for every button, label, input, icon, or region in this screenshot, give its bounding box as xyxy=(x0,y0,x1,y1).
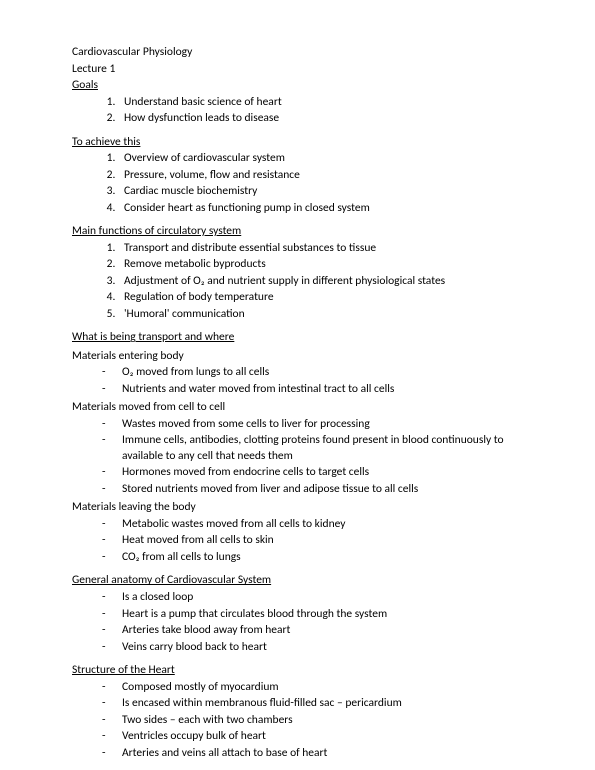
subheading-entering: Materials entering body xyxy=(72,349,535,365)
heading-goals: Goals xyxy=(72,78,535,94)
structure-list: Composed mostly of myocardium Is encased… xyxy=(72,680,535,762)
list-item: CO₂ from all cells to lungs xyxy=(102,550,535,566)
list-item: Heart is a pump that circulates blood th… xyxy=(102,607,535,623)
list-item: Composed mostly of myocardium xyxy=(102,680,535,696)
list-item: Transport and distribute essential subst… xyxy=(118,241,535,257)
list-item: Ventricles occupy bulk of heart xyxy=(102,729,535,745)
list-item: Consider heart as functioning pump in cl… xyxy=(118,201,535,217)
list-item: Is a closed loop xyxy=(102,590,535,606)
heading-structure: Structure of the Heart xyxy=(72,663,535,679)
list-item: Pressure, volume, flow and resistance xyxy=(118,168,535,184)
anatomy-list: Is a closed loop Heart is a pump that ci… xyxy=(72,590,535,655)
document-subtitle: Lecture 1 xyxy=(72,62,535,78)
list-item: Wastes moved from some cells to liver fo… xyxy=(102,417,535,433)
goals-list: Understand basic science of heart How dy… xyxy=(72,95,535,127)
list-item: Adjustment of O₂ and nutrient supply in … xyxy=(118,274,535,290)
list-item: Overview of cardiovascular system xyxy=(118,151,535,167)
list-item: Understand basic science of heart xyxy=(118,95,535,111)
heading-achieve: To achieve this xyxy=(72,135,535,151)
list-item: 'Humoral' communication xyxy=(118,307,535,323)
heading-functions: Main functions of circulatory system xyxy=(72,224,535,240)
list-item: Arteries take blood away from heart xyxy=(102,623,535,639)
leaving-list: Metabolic wastes moved from all cells to… xyxy=(72,517,535,566)
list-item: How dysfunction leads to disease xyxy=(118,111,535,127)
subheading-leaving: Materials leaving the body xyxy=(72,500,535,516)
list-item: Nutrients and water moved from intestina… xyxy=(102,382,535,398)
achieve-list: Overview of cardiovascular system Pressu… xyxy=(72,151,535,216)
entering-list: O₂ moved from lungs to all cells Nutrien… xyxy=(72,365,535,397)
list-item: Immune cells, antibodies, clotting prote… xyxy=(102,433,535,464)
functions-list: Transport and distribute essential subst… xyxy=(72,241,535,323)
list-item: Hormones moved from endocrine cells to t… xyxy=(102,465,535,481)
list-item: Metabolic wastes moved from all cells to… xyxy=(102,517,535,533)
list-item: Heat moved from all cells to skin xyxy=(102,533,535,549)
list-item: Two sides – each with two chambers xyxy=(102,713,535,729)
list-item: Remove metabolic byproducts xyxy=(118,257,535,273)
heading-anatomy: General anatomy of Cardiovascular System xyxy=(72,573,535,589)
cell-to-cell-list: Wastes moved from some cells to liver fo… xyxy=(72,417,535,498)
list-item: Veins carry blood back to heart xyxy=(102,640,535,656)
subheading-cell-to-cell: Materials moved from cell to cell xyxy=(72,400,535,416)
list-item: Arteries and veins all attach to base of… xyxy=(102,746,535,762)
list-item: Stored nutrients moved from liver and ad… xyxy=(102,482,535,498)
heading-transport: What is being transport and where xyxy=(72,330,535,346)
list-item: Is encased within membranous fluid-fille… xyxy=(102,696,535,712)
list-item: Cardiac muscle biochemistry xyxy=(118,184,535,200)
list-item: O₂ moved from lungs to all cells xyxy=(102,365,535,381)
list-item: Regulation of body temperature xyxy=(118,290,535,306)
document-title: Cardiovascular Physiology xyxy=(72,45,535,61)
